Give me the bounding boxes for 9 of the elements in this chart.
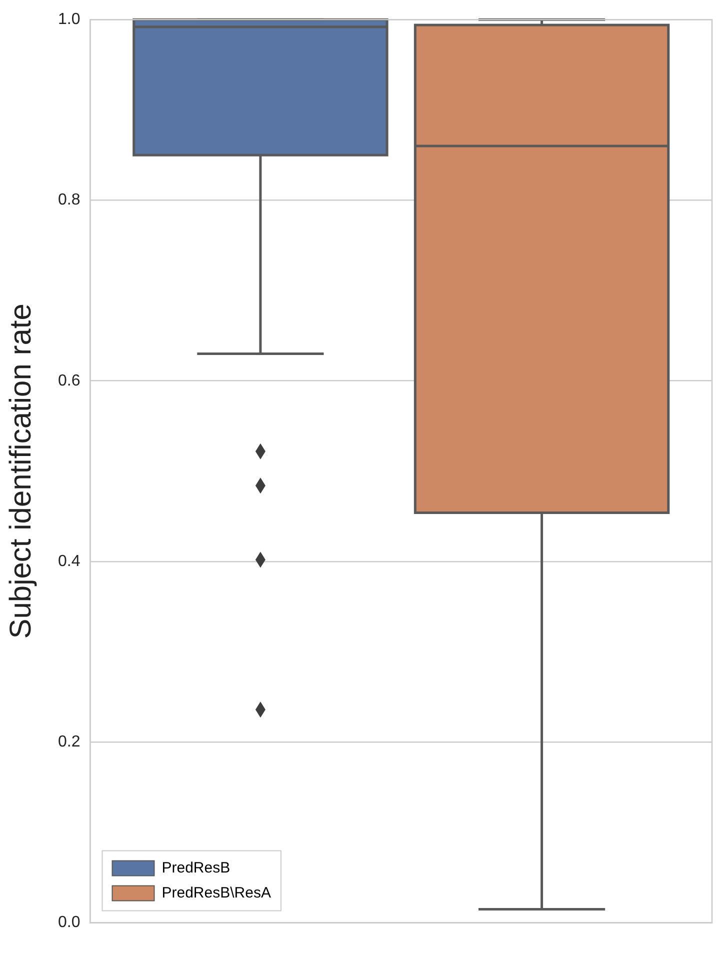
legend-label: PredResB: [162, 859, 230, 876]
y-tick-label: 0.0: [58, 914, 80, 932]
legend-label: PredResB\ResA: [162, 884, 271, 902]
y-tick-label: 1.0: [58, 11, 80, 28]
y-tick-label: 0.6: [58, 372, 80, 390]
y-axis-title: Subject identification rate: [4, 304, 38, 639]
y-tick-label: 0.4: [58, 552, 80, 570]
y-tick-label: 0.2: [58, 734, 80, 751]
y-tick-label: 0.8: [58, 192, 80, 209]
